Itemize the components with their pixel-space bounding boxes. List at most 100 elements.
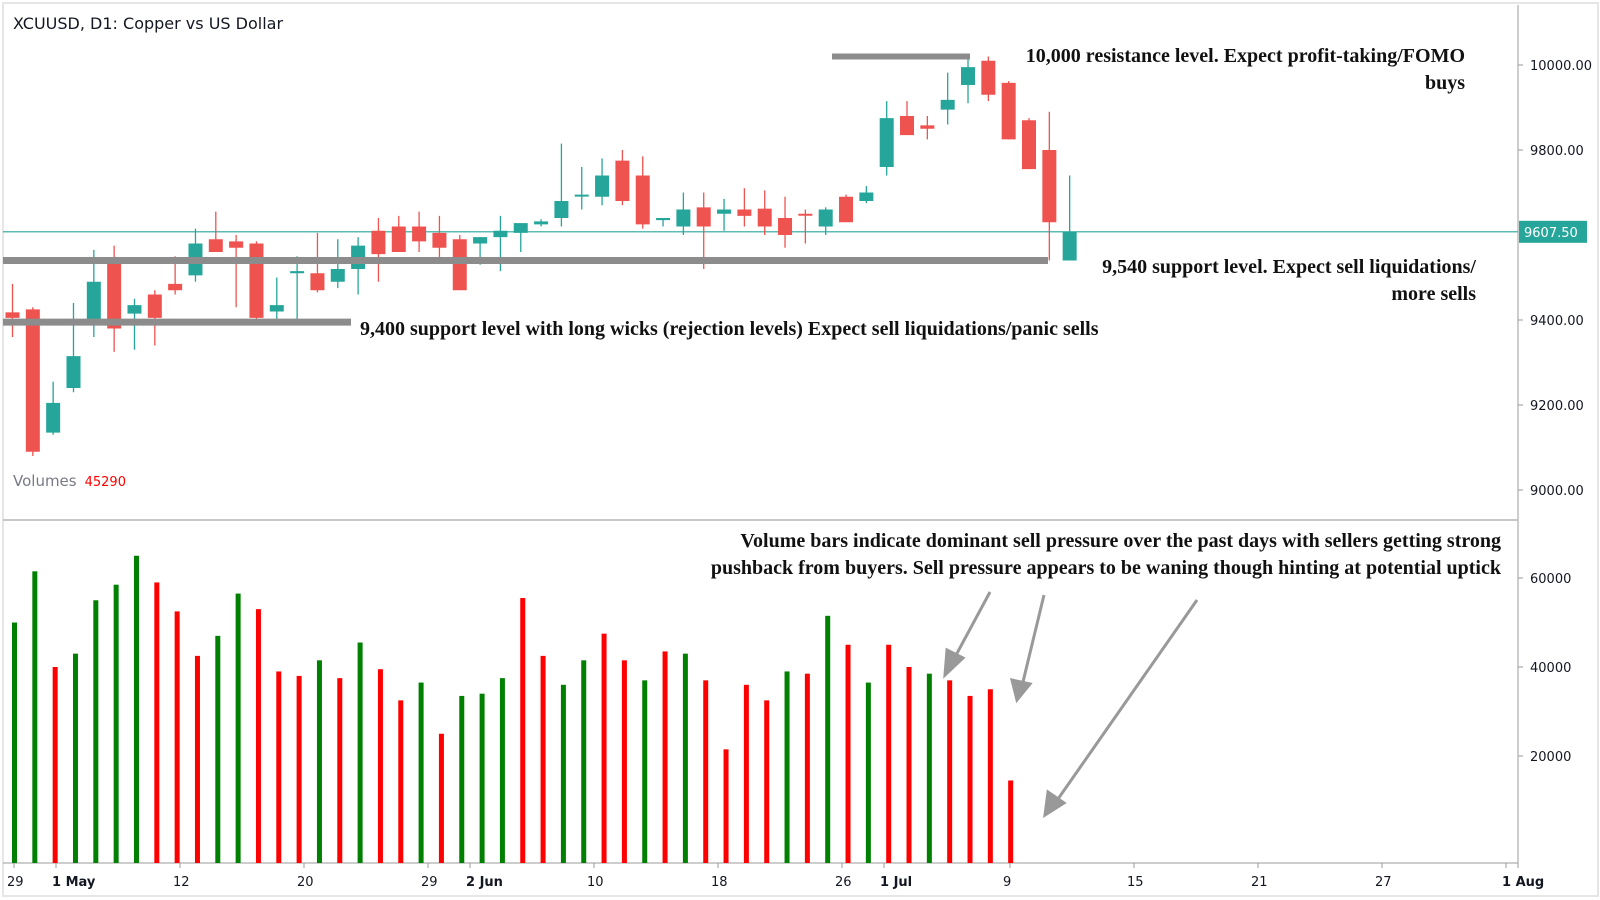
candle xyxy=(1022,118,1036,170)
volume-bar xyxy=(825,615,831,863)
volume-bar xyxy=(479,693,485,863)
volume-bar xyxy=(215,635,221,863)
time-tick-label: 1 Aug xyxy=(1502,875,1544,890)
volume-bar xyxy=(235,593,241,863)
volume-legend: Volumes 45290 xyxy=(13,472,126,490)
volume-bar xyxy=(52,667,58,863)
volume-legend-value: 45290 xyxy=(84,475,126,490)
candle xyxy=(839,194,854,223)
volume-bar xyxy=(174,611,180,863)
candle xyxy=(818,207,833,235)
volume-bar xyxy=(255,609,261,863)
volume-series xyxy=(12,555,1014,863)
volume-bar xyxy=(662,651,668,863)
volume-bar xyxy=(865,682,871,863)
volume-annotation-line2: pushback from buyers. Sell pressure appe… xyxy=(710,557,1501,579)
candle xyxy=(798,209,813,244)
time-tick-label: 9 xyxy=(1003,875,1011,890)
candle xyxy=(879,101,894,176)
support-9540-annotation-line2: more sells xyxy=(1391,283,1476,305)
volume-bar xyxy=(276,671,282,863)
volume-bar xyxy=(886,644,892,863)
candle xyxy=(371,218,386,282)
candle xyxy=(208,211,223,252)
resistance-annotation: 10,000 resistance level. Expect profit-t… xyxy=(970,43,1465,97)
volume-bar xyxy=(845,644,851,863)
candle xyxy=(46,381,61,435)
volume-bar xyxy=(316,660,322,863)
candle xyxy=(920,116,935,140)
volume-bar xyxy=(764,700,770,863)
arrow-icon xyxy=(1020,594,1046,687)
price-tick-label: 10000.00 xyxy=(1530,59,1592,74)
volume-bar xyxy=(642,680,648,863)
volume-bar xyxy=(459,695,465,863)
volume-bar xyxy=(703,680,709,863)
volume-legend-label: Volumes xyxy=(13,472,77,490)
candle xyxy=(1062,175,1077,261)
candlestick-series xyxy=(5,56,1077,456)
level-lines xyxy=(3,53,1048,326)
volume-bar xyxy=(906,667,912,863)
volume-bar xyxy=(743,684,749,863)
candle xyxy=(1001,81,1016,140)
candle xyxy=(778,196,793,248)
price-tick-label: 9200.00 xyxy=(1530,399,1584,414)
volume-bar xyxy=(93,600,99,863)
volume-bar xyxy=(154,582,160,863)
support-9400-annotation-text: 9,400 support level with long wicks (rej… xyxy=(360,318,1099,340)
support-9540-line xyxy=(3,257,1048,264)
volume-bar xyxy=(804,673,810,863)
candle xyxy=(249,241,264,320)
volume-axis[interactable]: 20000 40000 60000 xyxy=(1518,572,1571,765)
volume-bar xyxy=(499,678,505,863)
volume-bar xyxy=(72,653,78,863)
volume-bar xyxy=(560,684,566,863)
time-axis[interactable]: 29 1 May 12 20 29 2 Jun 10 18 26 1 Jul 9 15 21 27 1 Au… xyxy=(7,863,1544,890)
time-tick-label: 21 xyxy=(1251,875,1268,890)
candle xyxy=(717,198,732,231)
time-tick-label: 1 May xyxy=(52,875,96,890)
candle xyxy=(269,277,284,323)
volume-bar xyxy=(377,669,383,863)
volume-bar xyxy=(967,695,973,863)
candle xyxy=(147,290,162,346)
candle xyxy=(676,192,691,235)
volume-bar xyxy=(194,655,200,863)
volume-tick-label: 40000 xyxy=(1530,661,1571,676)
volume-bar xyxy=(337,678,343,863)
candle xyxy=(1042,111,1057,261)
volume-tick-label: 60000 xyxy=(1530,572,1571,587)
resistance-annotation-line2: buys xyxy=(1424,72,1465,94)
support-9400-line xyxy=(3,318,351,326)
candle xyxy=(412,211,427,252)
time-tick-label: 10 xyxy=(587,875,604,890)
support-9540-annotation-line1: 9,540 support level. Expect sell liquida… xyxy=(1102,256,1476,278)
price-tick-label: 9400.00 xyxy=(1530,314,1584,329)
volume-tick-label: 20000 xyxy=(1530,750,1571,765)
svg-text:9607.50: 9607.50 xyxy=(1524,226,1578,241)
candle xyxy=(391,215,406,252)
arrow-icon xyxy=(953,591,992,658)
time-tick-label: 12 xyxy=(173,875,190,890)
volume-annotation-line1: Volume bars indicate dominant sell press… xyxy=(740,530,1501,552)
volume-bar xyxy=(987,689,993,863)
volume-bar xyxy=(723,749,729,863)
candle xyxy=(513,223,528,252)
price-axis[interactable]: 9000.00 9200.00 9400.00 9800.00 10000.00 xyxy=(1518,59,1592,499)
candle xyxy=(574,167,589,210)
support-9400-annotation: 9,400 support level with long wicks (rej… xyxy=(360,316,1099,343)
volume-bar xyxy=(296,675,302,863)
arrow-head-icon xyxy=(943,647,966,679)
candle xyxy=(656,218,671,227)
time-tick-label: 20 xyxy=(297,875,314,890)
annotation-arrows xyxy=(943,591,1199,818)
time-tick-label: 2 Jun xyxy=(466,875,503,890)
price-tick-label: 9800.00 xyxy=(1530,144,1584,159)
volume-bar xyxy=(581,660,587,863)
volume-bar xyxy=(540,655,546,863)
volume-bar xyxy=(784,671,790,863)
support-9540-annotation: 9,540 support level. Expect sell liquida… xyxy=(1052,254,1476,308)
candle xyxy=(554,143,569,227)
